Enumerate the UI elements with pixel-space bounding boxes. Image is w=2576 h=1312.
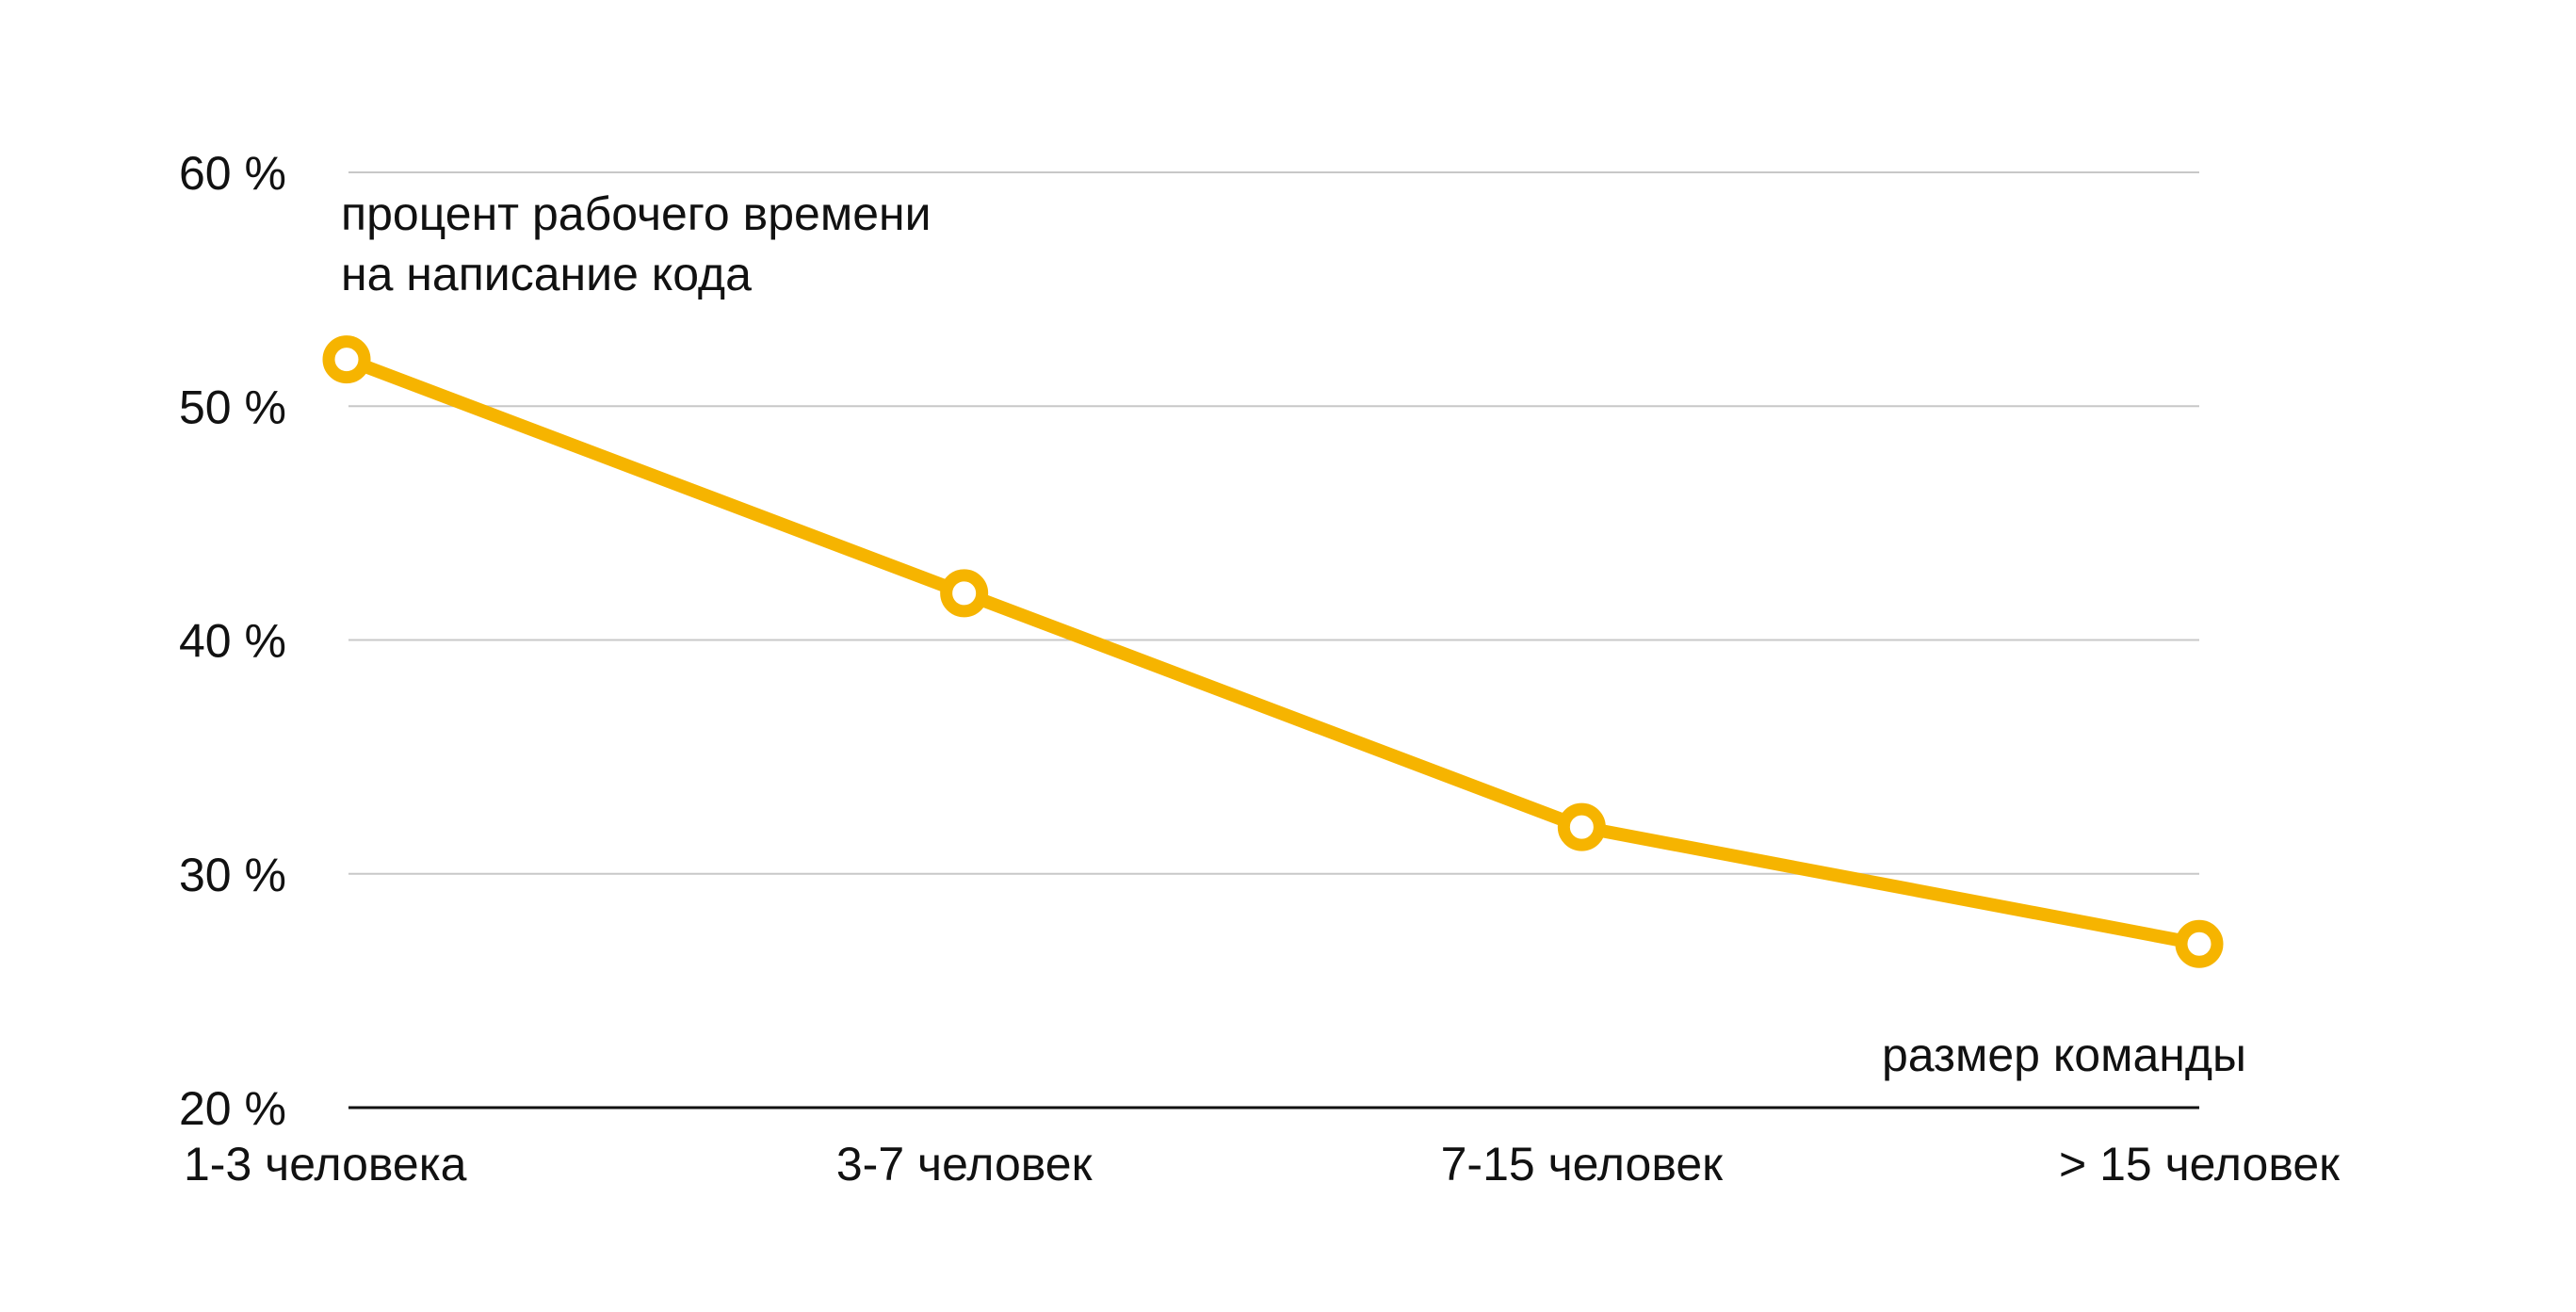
series-line (340, 352, 2206, 951)
y-tick-label: 40 % (179, 615, 286, 668)
x-tick-label: 1-3 человека (184, 1138, 467, 1191)
y-axis-title: процент рабочего времени (341, 187, 932, 240)
data-point (322, 335, 371, 384)
data-point (2175, 919, 2224, 968)
y-tick-label: 30 % (179, 849, 286, 901)
y-tick-label: 50 % (179, 381, 286, 433)
y-tick-label: 60 % (179, 147, 286, 200)
data-point (1557, 802, 1606, 851)
y-tick-label: 20 % (179, 1082, 286, 1135)
x-tick-label: 3-7 человек (836, 1138, 1094, 1191)
data-point (940, 569, 989, 618)
x-tick-label: 7-15 человек (1441, 1138, 1725, 1191)
y-axis-title: на написание кода (341, 248, 752, 300)
x-axis-title: размер команды (1882, 1029, 2246, 1081)
x-tick-label: > 15 человек (2059, 1138, 2341, 1191)
